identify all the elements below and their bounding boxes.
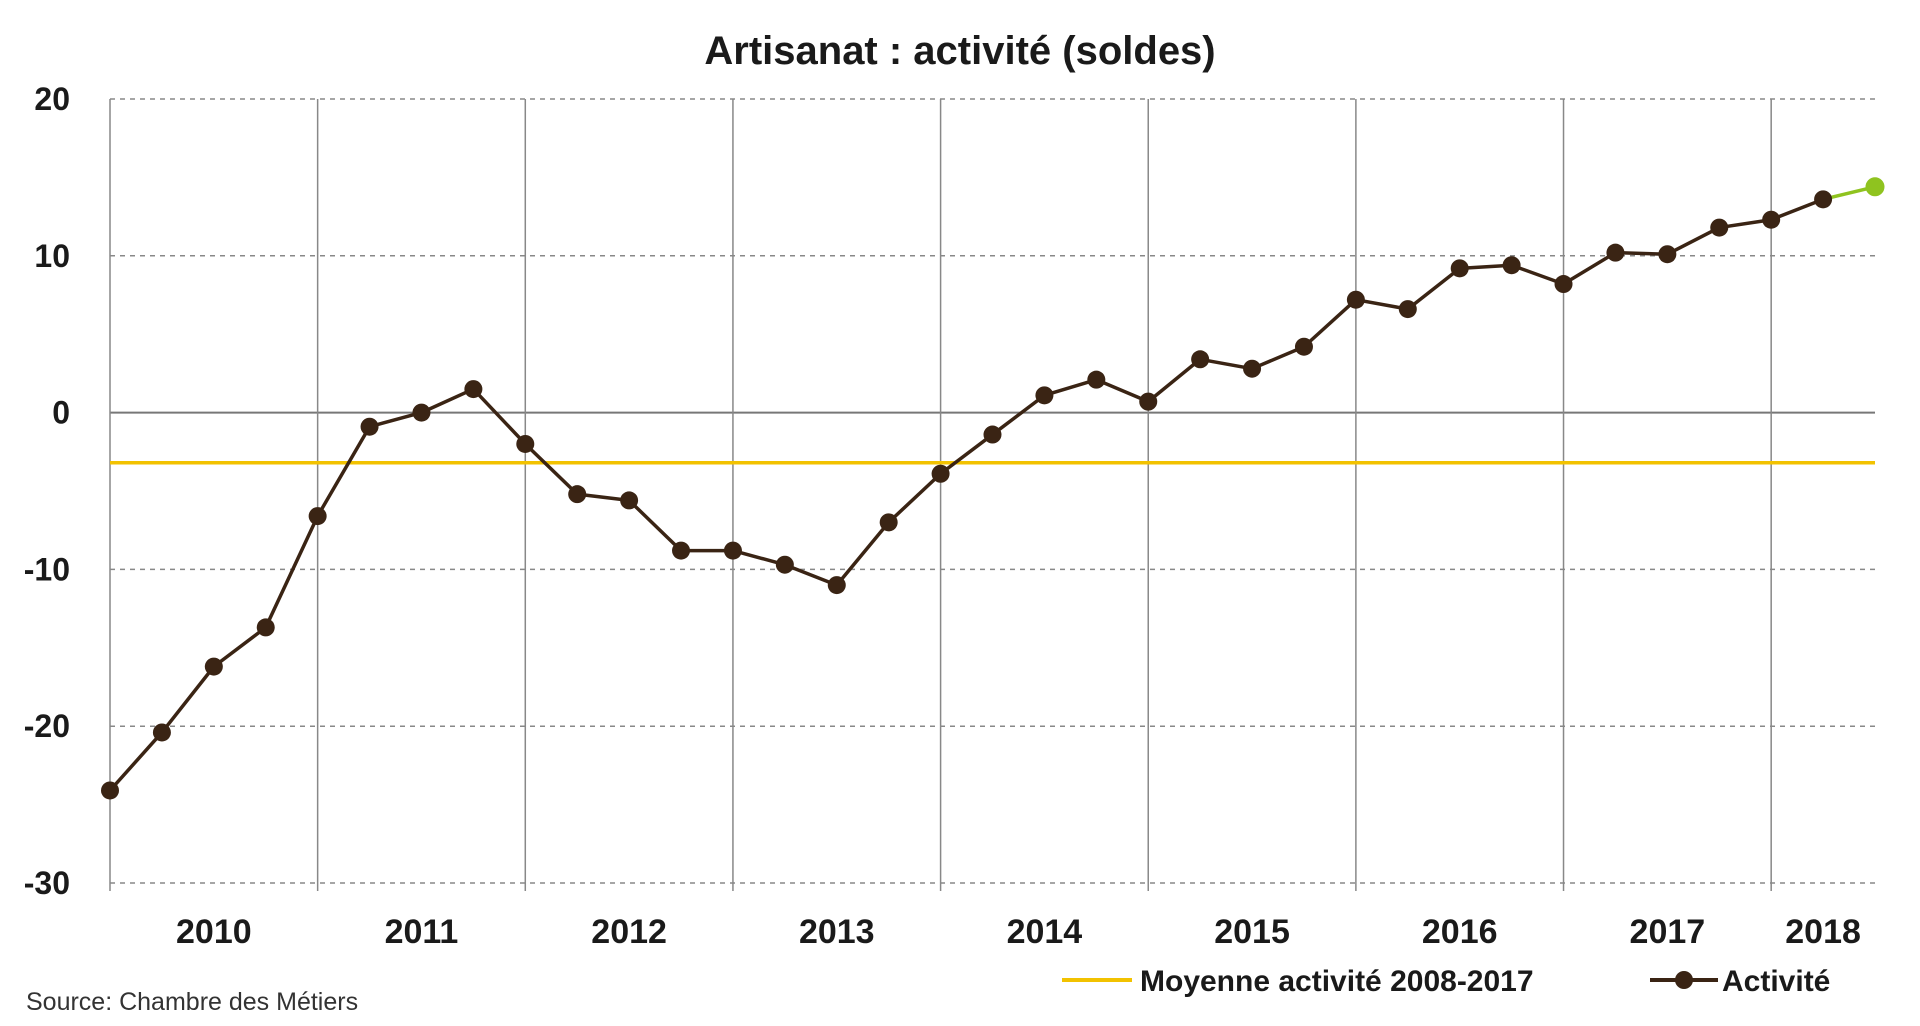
legend-label-activite: Activité: [1722, 965, 1830, 998]
data-point: [1606, 243, 1625, 262]
x-tick-label: 2015: [1214, 913, 1290, 951]
data-point: [1554, 275, 1573, 294]
data-point: [308, 507, 327, 526]
activite-series: [101, 177, 1885, 800]
data-point: [464, 380, 483, 399]
data-point: [879, 513, 898, 532]
x-tick-label: 2010: [176, 913, 252, 951]
data-point: [931, 464, 950, 483]
data-point: [1035, 386, 1054, 405]
data-point: [1450, 259, 1469, 278]
x-tick-label: 2016: [1422, 913, 1498, 951]
gridlines: [109, 98, 1875, 891]
data-point: [1398, 300, 1417, 319]
x-tick-label: 2014: [1007, 913, 1083, 951]
chart-title: Artisanat : activité (soldes): [704, 29, 1215, 73]
data-point: [1243, 359, 1262, 378]
data-point: [1762, 210, 1781, 229]
data-point: [983, 425, 1002, 444]
data-point: [568, 485, 587, 504]
data-point: [256, 618, 275, 637]
x-tick-label: 2017: [1630, 913, 1706, 951]
x-tick-label: 2013: [799, 913, 875, 951]
legend-label-moyenne: Moyenne activité 2008-2017: [1140, 965, 1534, 998]
data-point: [620, 491, 639, 510]
data-point: [1294, 337, 1313, 356]
data-point: [412, 403, 431, 422]
data-point: [360, 417, 379, 436]
source-note: Source: Chambre des Métiers: [26, 988, 358, 1016]
y-tick-label: -20: [24, 708, 70, 744]
data-point: [204, 657, 223, 676]
y-tick-label: 10: [34, 238, 70, 274]
data-point: [1087, 370, 1106, 389]
x-tick-label: 2018: [1785, 913, 1861, 951]
y-tick-label: -30: [24, 865, 70, 901]
data-point: [1139, 392, 1158, 411]
y-tick-label: 20: [34, 81, 70, 117]
data-point: [827, 576, 846, 595]
y-tick-label: 0: [52, 395, 70, 431]
x-axis-labels: 2010 2011 2012 2013 2014 2015 2016 2017 2018: [176, 913, 1861, 951]
data-point: [152, 723, 171, 742]
x-tick-label: 2012: [591, 913, 667, 951]
data-point: [1814, 190, 1833, 209]
data-point: [101, 781, 119, 800]
data-point: [1191, 350, 1210, 369]
y-tick-label: -10: [24, 551, 70, 587]
data-point: [1865, 177, 1885, 197]
activite-line: [108, 197, 1824, 792]
data-point: [775, 555, 794, 574]
y-axis-labels: 20 10 0 -10 -20 -30: [24, 81, 70, 901]
legend-marker-activite: [1675, 971, 1693, 989]
data-point: [516, 434, 535, 453]
data-point: [672, 541, 691, 560]
data-point: [1710, 218, 1729, 237]
data-point: [1502, 256, 1521, 275]
legend: Moyenne activité 2008-2017 Activité: [1062, 965, 1830, 998]
data-point: [1658, 245, 1677, 264]
data-point: [1346, 290, 1365, 309]
data-point: [723, 541, 742, 560]
x-tick-label: 2011: [385, 913, 459, 951]
